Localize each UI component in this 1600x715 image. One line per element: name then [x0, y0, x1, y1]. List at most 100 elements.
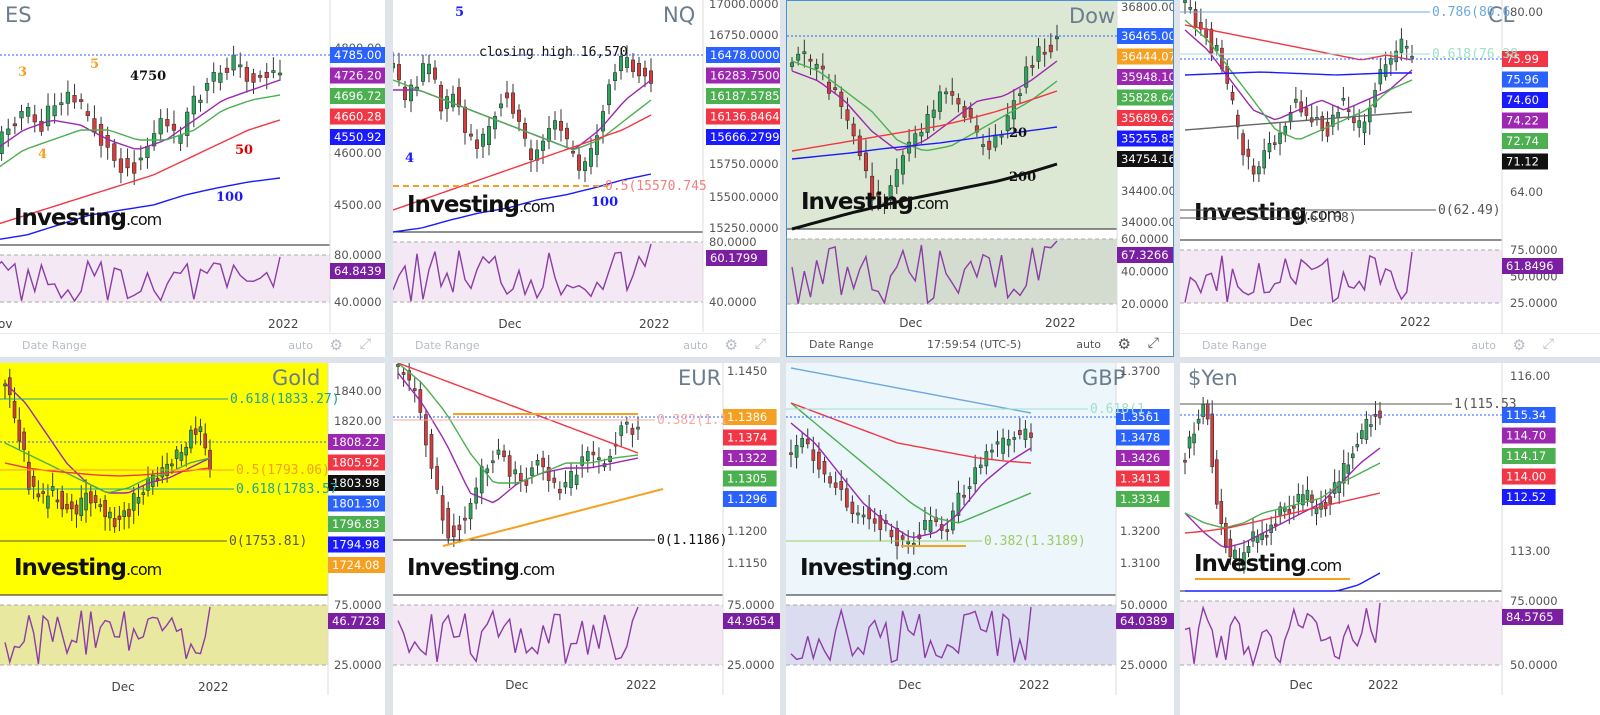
candle	[409, 84, 413, 102]
candle	[1246, 148, 1251, 157]
candle	[857, 135, 862, 157]
expand-icon[interactable]: ⤢	[1147, 335, 1159, 351]
candle	[1404, 45, 1409, 49]
plot-area	[393, 363, 723, 595]
candle	[463, 517, 467, 521]
expand-icon[interactable]: ⤢	[359, 336, 371, 352]
chart-panel-gbp[interactable]: Investing.com GBP 1.3700 1.3200 1.3100 50.000…	[786, 363, 1174, 715]
auto-scale-button[interactable]: auto	[1076, 338, 1101, 351]
rsi-tag	[1502, 609, 1564, 625]
rsi-tag-label: 46.7728	[332, 614, 380, 628]
fib-label: 0.382(1.1	[657, 413, 727, 428]
price-tag	[723, 409, 777, 425]
chart-panel-es[interactable]: Investing.comES4800.004700.004600.004500…	[0, 0, 385, 357]
candle	[1364, 418, 1369, 440]
candle	[12, 123, 18, 127]
candle	[1018, 93, 1023, 96]
rsi-line	[397, 606, 639, 664]
expand-icon[interactable]: ⤢	[754, 336, 766, 352]
gear-icon[interactable]: ⚙	[329, 336, 343, 354]
chart-gold[interactable]: Investing.comGold1840.001820.001740.0075…	[0, 363, 385, 715]
moving-average-line	[1184, 29, 1413, 121]
chart-eur[interactable]: Investing.com EUR 1.1450 1.1200 1.1150 75.000…	[393, 363, 780, 715]
moving-average-line	[1184, 71, 1412, 76]
candle	[445, 96, 449, 109]
moving-average-line	[393, 173, 652, 233]
candle	[244, 67, 249, 82]
candle	[184, 446, 188, 456]
candle	[429, 434, 434, 469]
candle	[1267, 142, 1272, 153]
price-tag-label: 1803.98	[332, 476, 380, 490]
gear-icon[interactable]: ⚙	[1512, 336, 1526, 354]
date-range-button[interactable]: Date Range	[809, 338, 874, 351]
candle	[264, 72, 269, 78]
chart-yen[interactable]: Investing.com$Yen116.00115.00113.0075.00…	[1180, 363, 1600, 715]
price-tick-label: 1840.00	[334, 384, 382, 398]
x-axis-label: 2022	[268, 317, 299, 331]
chart-panel-nq[interactable]: Investing.com NQ 17000.0000 16750.0000 15750…	[393, 0, 780, 357]
candle	[950, 91, 955, 96]
candle	[1196, 418, 1201, 424]
price-tag-label: 1.1296	[727, 492, 767, 506]
candle	[851, 123, 856, 137]
price-tag	[1117, 48, 1173, 65]
candle	[1352, 117, 1356, 124]
chart-dow[interactable]: Investing.com Dow 36800.00 34400.00 34000.00…	[787, 1, 1173, 334]
chart-annotation: 20	[1009, 126, 1027, 141]
candle	[93, 495, 98, 503]
chart-panel-dow[interactable]: Investing.com Dow 36800.00 34400.00 34000.00…	[786, 0, 1174, 357]
chart-nq[interactable]: Investing.com NQ 17000.0000 16750.0000 15750…	[393, 0, 780, 333]
date-range-button[interactable]: Date Range	[22, 339, 87, 352]
chart-es[interactable]: Investing.comES4800.004700.004600.004500…	[0, 0, 385, 333]
candle	[6, 128, 11, 135]
rsi-band	[786, 605, 1116, 665]
gear-icon[interactable]: ⚙	[724, 336, 738, 354]
expand-icon[interactable]: ⤢	[1542, 336, 1554, 352]
candle	[98, 504, 103, 507]
chart-panel-eur[interactable]: Investing.com EUR 1.1450 1.1200 1.1150 75.000…	[393, 363, 780, 715]
candle	[1296, 493, 1301, 503]
rsi-tag-label: 60.1799	[710, 251, 758, 265]
rsi-tick-label: 20.0000	[1121, 297, 1169, 311]
candle	[1378, 69, 1383, 85]
x-axis-label: 2022	[1045, 316, 1076, 330]
fib-label: 0(62.49)	[1438, 203, 1501, 218]
price-tag	[1117, 89, 1173, 106]
fib-label: 0.5(15570.745	[605, 179, 707, 194]
candle	[833, 87, 838, 90]
date-range-button[interactable]: Date Range	[415, 339, 480, 352]
price-tag-label: 1808.22	[332, 435, 380, 449]
gear-icon[interactable]: ⚙	[1117, 335, 1131, 353]
candle	[204, 83, 210, 91]
chart-panel-gold[interactable]: Investing.comGold1840.001820.001740.0075…	[0, 363, 385, 715]
price-tick-label: 17000.0000	[709, 0, 779, 11]
price-tag-label: 35828.64	[1121, 91, 1173, 105]
candle	[937, 91, 942, 112]
chart-annotation: 200	[1009, 170, 1036, 185]
rsi-tick-label: 50.0000	[1120, 598, 1168, 612]
candle	[1242, 552, 1246, 570]
price-tag	[328, 516, 385, 532]
candle	[805, 438, 810, 445]
candle	[580, 456, 585, 466]
price-tag	[330, 129, 385, 145]
candle	[583, 161, 587, 172]
chart-cl[interactable]: Investing.comCL80.0064.0075.000050.00002…	[1180, 0, 1600, 333]
price-tag-label: 1.3334	[1120, 492, 1160, 506]
price-tag	[1116, 470, 1170, 487]
candle	[1369, 424, 1373, 427]
auto-scale-button[interactable]: auto	[288, 339, 313, 352]
price-tag	[1502, 448, 1556, 464]
chart-annotation: 5	[455, 5, 464, 20]
date-range-button[interactable]: Date Range	[1202, 339, 1267, 352]
candle	[251, 73, 256, 83]
rsi-tag	[1116, 613, 1174, 629]
auto-scale-button[interactable]: auto	[683, 339, 708, 352]
candle	[1024, 66, 1029, 88]
chart-panel-cl[interactable]: Investing.com CL 80.00 64.00 75.0000 50.0000 2…	[1180, 0, 1600, 357]
candle	[643, 67, 647, 77]
auto-scale-button[interactable]: auto	[1471, 339, 1496, 352]
chart-panel-yen[interactable]: Investing.com$Yen116.00115.00113.0075.00…	[1180, 363, 1600, 715]
